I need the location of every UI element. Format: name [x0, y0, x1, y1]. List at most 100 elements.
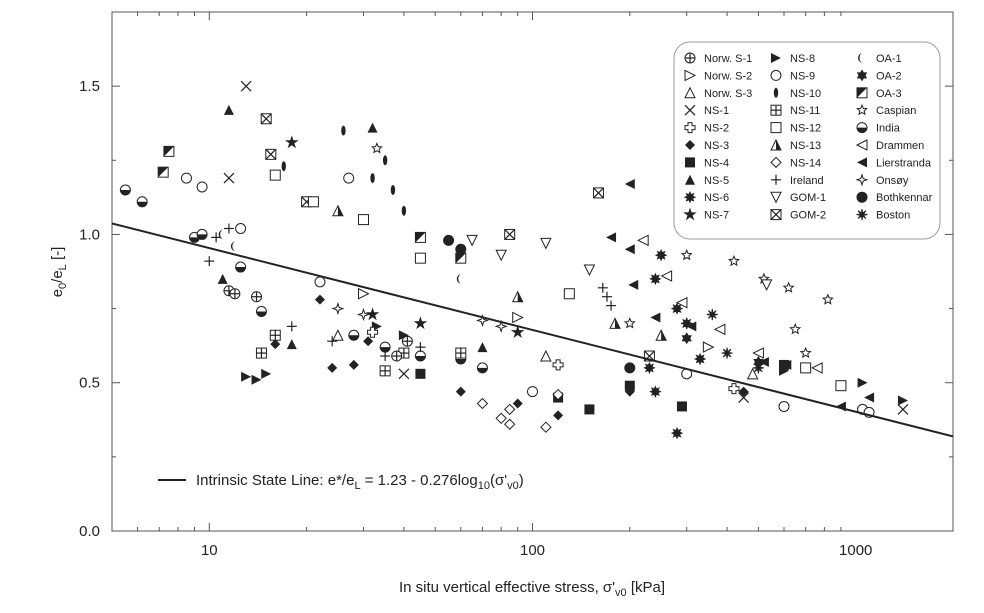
x-tick-label: 10 — [201, 542, 218, 559]
series-oa-3 — [157, 145, 467, 264]
data-point-ns-5 — [367, 122, 378, 133]
data-point-ns-6 — [643, 361, 656, 375]
series-ns-7 — [285, 135, 525, 339]
series-lierstranda — [606, 179, 875, 412]
data-point-norw-s-1 — [401, 335, 413, 347]
data-point-ns-10 — [390, 184, 396, 195]
line-annotation-text: Intrinsic State Line: e*/eL = 1.23 - 0.2… — [196, 472, 524, 492]
data-point-ns-10 — [382, 155, 388, 166]
data-point-ns-4 — [415, 368, 426, 379]
y-tick-label: 1.0 — [79, 226, 100, 243]
data-point-ns-3 — [363, 336, 374, 347]
legend-label: NS-3 — [704, 140, 729, 152]
data-point-ns-10 — [281, 161, 286, 172]
data-point-ns-3 — [327, 362, 338, 373]
data-point-ns-8 — [398, 330, 409, 341]
data-point-norw-s-3 — [746, 367, 759, 380]
series-bothkennar — [443, 234, 636, 374]
data-point-ns-12 — [307, 196, 319, 208]
data-point-oa-3 — [157, 166, 169, 178]
data-point-ns-5 — [217, 273, 228, 284]
legend-marker-norw-s-2 — [684, 69, 697, 82]
data-point-drammen — [637, 234, 649, 247]
x-axis-label: In situ vertical effective stress, σ'v0 … — [399, 579, 665, 599]
legend-marker-ns-7 — [683, 207, 697, 221]
legend-item-gom-1: GOM-1 — [770, 191, 826, 204]
data-point-ireland — [601, 291, 612, 302]
data-point-ns-8 — [897, 395, 908, 406]
series-ns-6 — [643, 248, 707, 440]
legend-item-norw-s-3: Norw. S-3 — [684, 86, 752, 100]
data-point-norw-s-2 — [512, 311, 524, 324]
data-point-drammen — [811, 362, 823, 374]
data-point-lierstranda — [864, 392, 875, 403]
data-point-norw-s-1 — [391, 350, 403, 362]
legend-item-ireland: Ireland — [771, 174, 824, 187]
data-point-ns-8 — [241, 371, 252, 382]
legend-item-ns-6: NS-6 — [683, 190, 729, 204]
series-oa-2 — [681, 332, 764, 368]
data-point-ireland — [204, 256, 215, 267]
legend-item-ns-13: NS-13 — [770, 138, 821, 152]
legend-label: OA-1 — [876, 53, 902, 65]
legend-item-boston: Boston — [856, 209, 910, 222]
legend-marker-india — [856, 122, 868, 134]
legend-marker-ns-5 — [685, 174, 695, 185]
legend-label: Drammen — [876, 140, 924, 152]
data-point-ns-14 — [552, 388, 564, 401]
data-point-ns-10 — [401, 205, 407, 216]
data-point-ns-13 — [655, 329, 667, 341]
data-point-norw-s-3 — [540, 349, 552, 362]
data-point-bothkennar — [443, 234, 455, 246]
legend-label: Caspian — [876, 105, 916, 117]
legend-item-ns-2: NS-2 — [684, 122, 729, 135]
data-point-ns-3 — [738, 386, 749, 397]
legend-item-india: India — [856, 122, 901, 135]
legend: Norw. S-1 Norw. S-2 Norw. S-3 NS-1 NS-2 NS-3 N… — [673, 41, 941, 240]
legend-label: NS-12 — [790, 123, 821, 135]
data-point-ns-13 — [609, 317, 621, 329]
series-ns-2 — [367, 326, 740, 395]
data-point-gom-1 — [760, 279, 773, 291]
series-ns-8 — [241, 321, 908, 406]
data-points — [119, 80, 909, 440]
data-point-ns-12 — [835, 380, 847, 392]
data-point-caspian — [789, 323, 802, 335]
legend-label: NS-8 — [790, 53, 815, 65]
legend-label: NS-1 — [704, 105, 729, 117]
series-ns-10 — [281, 125, 407, 216]
data-point-ns-1 — [398, 368, 410, 380]
data-point-ns-3 — [553, 410, 564, 421]
data-point-ns-6 — [649, 385, 662, 398]
legend-marker-ns-8 — [771, 53, 781, 63]
data-point-ns-9 — [196, 181, 208, 193]
data-point-gom-2 — [260, 113, 272, 125]
series-drammen — [637, 234, 823, 374]
legend-item-oa-3: OA-3 — [856, 87, 902, 100]
data-point-ns-8 — [779, 365, 790, 376]
legend-item-ns-11: NS-11 — [770, 104, 820, 117]
data-point-norw-s-1 — [251, 291, 263, 303]
data-point-ns-1 — [223, 172, 235, 184]
data-point-onsoy — [494, 319, 508, 333]
legend-label: NS-13 — [790, 140, 821, 152]
data-point-ns-12 — [358, 214, 370, 226]
data-point-caspian — [799, 346, 812, 359]
data-point-lierstranda — [758, 356, 769, 367]
legend-marker-ns-14 — [770, 156, 782, 169]
data-point-gom-1 — [583, 264, 596, 277]
legend-label: OA-3 — [876, 88, 902, 100]
data-point-ns-11 — [269, 329, 281, 341]
data-point-ns-1 — [738, 392, 750, 403]
data-point-ns-9 — [180, 172, 192, 184]
data-point-lierstranda — [624, 179, 635, 190]
data-point-ireland — [380, 351, 391, 362]
data-point-ns-6 — [649, 272, 662, 286]
legend-label: Norw. S-3 — [704, 88, 752, 100]
x-tick-label: 1000 — [839, 542, 872, 559]
data-point-ns-14 — [495, 412, 507, 425]
legend-item-ns-14: NS-14 — [770, 156, 821, 169]
axis-ticks: 10 100 1000 0.0 0.5 1.0 1.5 — [79, 11, 953, 559]
data-point-onsoy — [475, 313, 490, 328]
data-point-oa-3 — [414, 231, 426, 243]
